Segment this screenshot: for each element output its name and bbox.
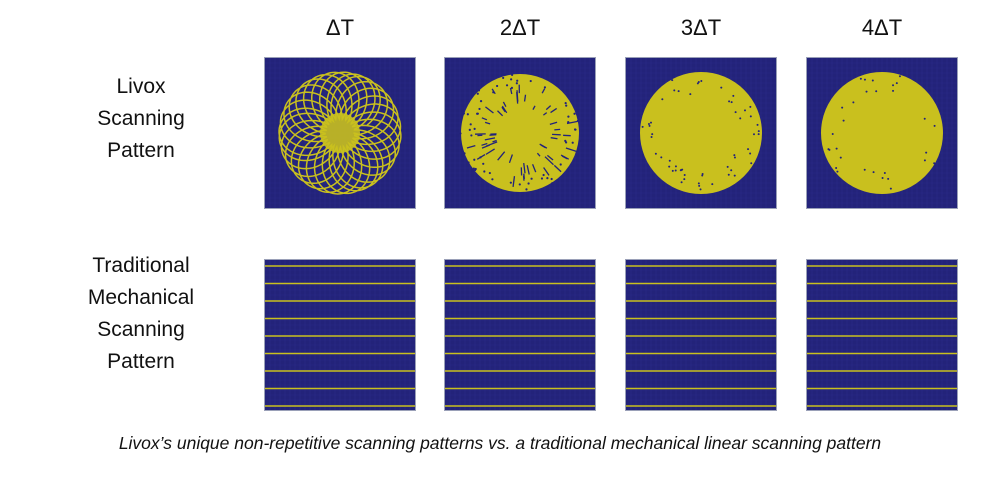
linear-pattern-image: [626, 260, 776, 410]
linear-pattern-panel-1: [264, 259, 416, 411]
livox-pattern-panel-3: [625, 57, 777, 209]
livox-pattern-panel-1: [264, 57, 416, 209]
row-label-livox: Livox Scanning Pattern: [46, 71, 236, 167]
column-header-2: 2ΔT: [499, 15, 541, 40]
row-label-line: Mechanical: [87, 286, 195, 309]
linear-pattern-image: [445, 260, 595, 410]
livox-pattern-image: [445, 58, 595, 208]
linear-pattern-panel-4: [806, 259, 958, 411]
linear-pattern-image: [807, 260, 957, 410]
column-header-4: 4ΔT: [861, 15, 903, 40]
row-label-traditional: Traditional Mechanical Scanning Pattern: [46, 250, 236, 378]
row-label-line: Scanning: [97, 107, 185, 130]
livox-pattern-panel-2: [444, 57, 596, 209]
livox-pattern-image: [807, 58, 957, 208]
row-label-line: Livox: [116, 75, 166, 98]
linear-pattern-image: [265, 260, 415, 410]
column-header-1: ΔT: [325, 15, 355, 40]
row-label-line: Traditional: [92, 254, 190, 277]
row-label-line: Pattern: [107, 139, 175, 162]
column-header-3: 3ΔT: [680, 15, 722, 40]
row-label-line: Pattern: [107, 350, 175, 373]
row-label-line: Scanning: [97, 318, 185, 341]
livox-pattern-image: [626, 58, 776, 208]
figure-caption: Livox’s unique non-repetitive scanning p…: [118, 433, 882, 453]
livox-pattern-panel-4: [806, 57, 958, 209]
linear-pattern-panel-3: [625, 259, 777, 411]
linear-pattern-panel-2: [444, 259, 596, 411]
livox-pattern-image: [265, 58, 415, 208]
